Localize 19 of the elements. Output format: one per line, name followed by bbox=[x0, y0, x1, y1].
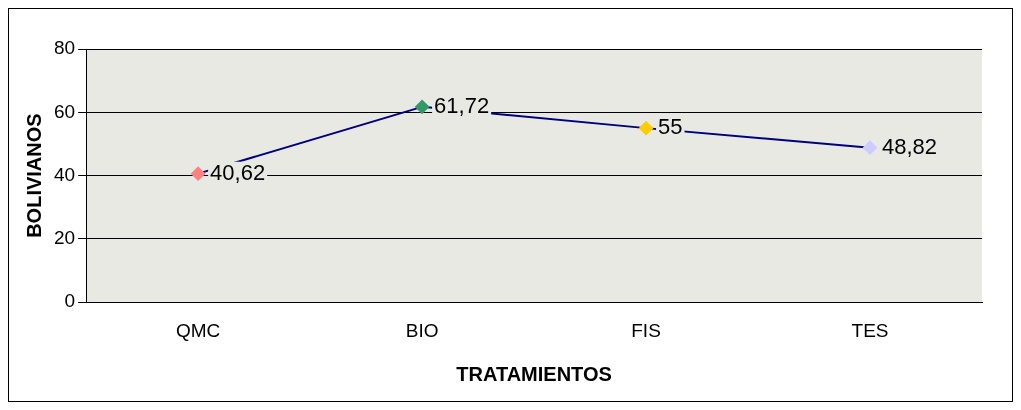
x-tick-label: FIS bbox=[631, 319, 661, 341]
y-axis-title: BOLIVIANOS bbox=[22, 113, 45, 238]
y-tick-label: 40 bbox=[53, 163, 76, 185]
point bbox=[415, 99, 430, 114]
data-label: 55 bbox=[658, 114, 683, 140]
y-tick-label: 0 bbox=[64, 290, 76, 312]
point bbox=[191, 166, 206, 181]
data-label: 61,72 bbox=[434, 92, 490, 118]
data-label: 40,62 bbox=[210, 159, 266, 185]
y-tick-label: 20 bbox=[53, 227, 76, 249]
y-tick-label: 80 bbox=[53, 37, 76, 59]
x-tick-label: QMC bbox=[175, 319, 221, 341]
point bbox=[639, 121, 654, 136]
x-tick-label: TES bbox=[851, 319, 889, 341]
point bbox=[863, 140, 878, 155]
data-label: 48,82 bbox=[882, 133, 938, 159]
y-tick-label: 60 bbox=[53, 100, 76, 122]
x-tick-label: BIO bbox=[405, 319, 439, 341]
x-axis-title: TRATAMIENTOS bbox=[456, 362, 612, 385]
